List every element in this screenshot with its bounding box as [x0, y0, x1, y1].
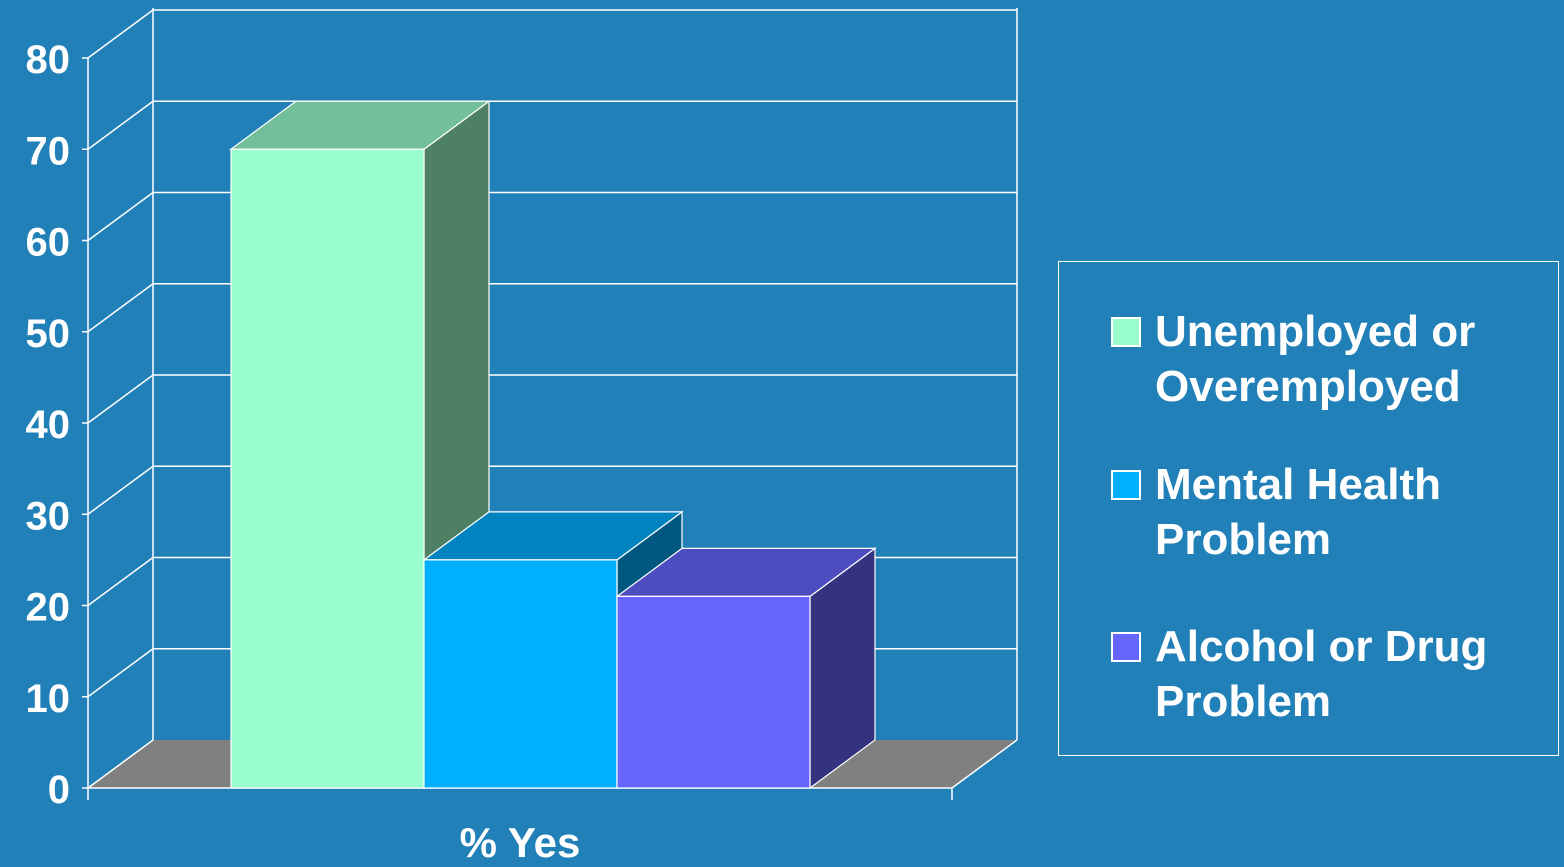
bar — [423, 559, 618, 789]
gridline-diagonal — [87, 648, 154, 698]
legend-swatch — [1111, 317, 1141, 347]
legend-label: Alcohol or Drug Problem — [1155, 622, 1488, 726]
y-tick-label: 0 — [48, 768, 70, 812]
bar — [616, 595, 811, 789]
gridline-diagonal — [87, 191, 154, 242]
legend-label: Mental Health Problem — [1155, 460, 1442, 564]
gridline-diagonal — [87, 283, 154, 333]
floor-left-edge — [87, 739, 154, 789]
legend-swatch — [1111, 632, 1141, 662]
legend-item-mental-health: Mental Health Problem — [1111, 457, 1535, 567]
y-tick-label: 80 — [26, 38, 71, 82]
legend-item-unemployed: Unemployed or Overemployed — [1111, 304, 1535, 414]
gridline-diagonal — [87, 9, 154, 59]
x-axis-label: % Yes — [460, 819, 581, 862]
gridline-diagonal — [87, 374, 154, 424]
legend-item-alcohol-drug: Alcohol or Drug Problem — [1111, 619, 1535, 729]
bar — [230, 148, 425, 789]
y-tick-label: 50 — [26, 312, 71, 356]
y-tick-label: 10 — [26, 677, 71, 721]
chart-legend: Unemployed or Overemployed Mental Health… — [1058, 261, 1559, 756]
gridline-diagonal — [87, 556, 154, 607]
floor-right-edge — [951, 739, 1018, 789]
legend-label: Unemployed or Overemployed — [1155, 307, 1476, 411]
y-tick-label: 60 — [26, 221, 71, 265]
legend-swatch — [1111, 470, 1141, 500]
gridline-diagonal — [87, 465, 154, 515]
y-tick-label: 70 — [26, 129, 71, 173]
gridline-diagonal — [87, 100, 154, 150]
y-tick-label: 20 — [26, 586, 71, 630]
y-tick-label: 40 — [26, 403, 71, 447]
y-tick-label: 30 — [26, 494, 71, 538]
